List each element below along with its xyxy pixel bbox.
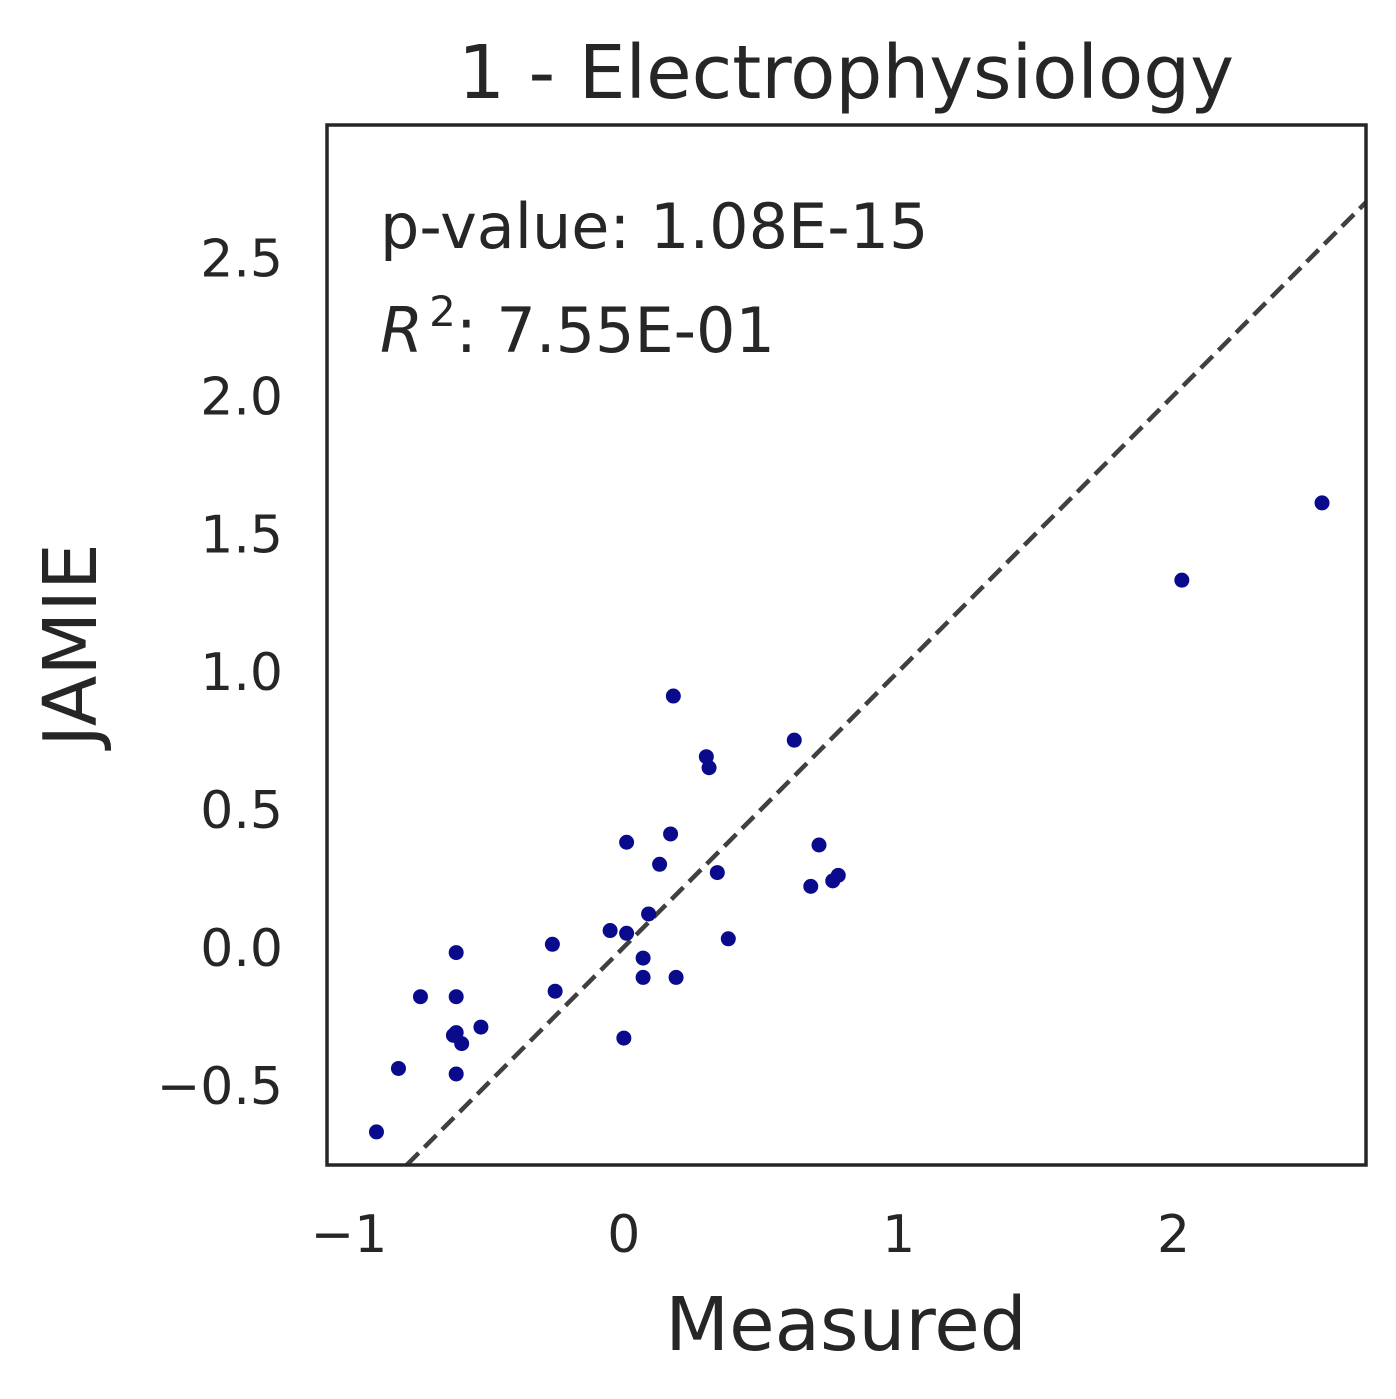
y-axis-label: JAMIE <box>28 543 114 751</box>
data-point <box>544 936 560 952</box>
identity-reference-line <box>405 200 1368 1167</box>
data-point <box>830 867 846 883</box>
data-point <box>663 826 679 842</box>
data-point <box>665 688 681 704</box>
data-point <box>635 950 651 966</box>
data-point <box>412 989 428 1005</box>
r2-value: : 7.55E-01 <box>456 294 775 367</box>
data-point <box>602 923 618 939</box>
r2-symbol: R <box>380 294 423 367</box>
reference-line-layer <box>405 200 1368 1167</box>
data-point <box>368 1124 384 1140</box>
x-tick-label: −1 <box>311 1205 388 1265</box>
data-point <box>619 925 635 941</box>
y-tick-label: 1.5 <box>200 505 283 565</box>
y-tick-label: 0.0 <box>200 919 283 979</box>
data-point <box>473 1019 489 1035</box>
data-point <box>811 837 827 853</box>
r2-exponent: 2 <box>429 287 456 336</box>
y-tick-label: 1.0 <box>200 643 283 703</box>
data-point <box>390 1060 406 1076</box>
data-points-layer <box>368 495 1330 1140</box>
data-point <box>1174 572 1190 588</box>
data-point <box>619 834 635 850</box>
x-tick-label: 0 <box>607 1205 640 1265</box>
r2-annotation: R 2: 7.55E-01 <box>380 287 775 367</box>
plot-area <box>327 125 1366 1165</box>
y-tick-labels: −0.5 0.0 0.5 1.0 1.5 2.0 2.5 <box>157 229 283 1117</box>
x-tick-label: 2 <box>1157 1205 1190 1265</box>
y-tick-label: 2.5 <box>200 229 283 289</box>
data-point <box>803 878 819 894</box>
y-tick-label: −0.5 <box>157 1057 283 1117</box>
data-point <box>547 983 563 999</box>
pvalue-annotation: p-value: 1.08E-15 <box>380 190 929 263</box>
chart-title: 1 - Electrophysiology <box>458 30 1234 116</box>
data-point <box>720 931 736 947</box>
data-point <box>448 945 464 961</box>
y-tick-label: 2.0 <box>200 367 283 427</box>
data-point <box>454 1036 470 1052</box>
data-point <box>448 989 464 1005</box>
data-point <box>652 856 668 872</box>
data-point <box>448 1066 464 1082</box>
data-point <box>635 969 651 985</box>
data-point <box>709 865 725 881</box>
data-point <box>701 760 717 776</box>
data-point <box>1314 495 1330 511</box>
x-axis-label: Measured <box>665 1282 1026 1368</box>
y-tick-label: 0.5 <box>200 781 283 841</box>
plot-frame <box>325 123 1368 1167</box>
data-point <box>616 1030 632 1046</box>
data-point <box>786 732 802 748</box>
data-point <box>641 906 657 922</box>
data-point <box>668 969 684 985</box>
x-tick-label: 1 <box>882 1205 915 1265</box>
x-tick-labels: −1 0 1 2 <box>311 1205 1190 1265</box>
